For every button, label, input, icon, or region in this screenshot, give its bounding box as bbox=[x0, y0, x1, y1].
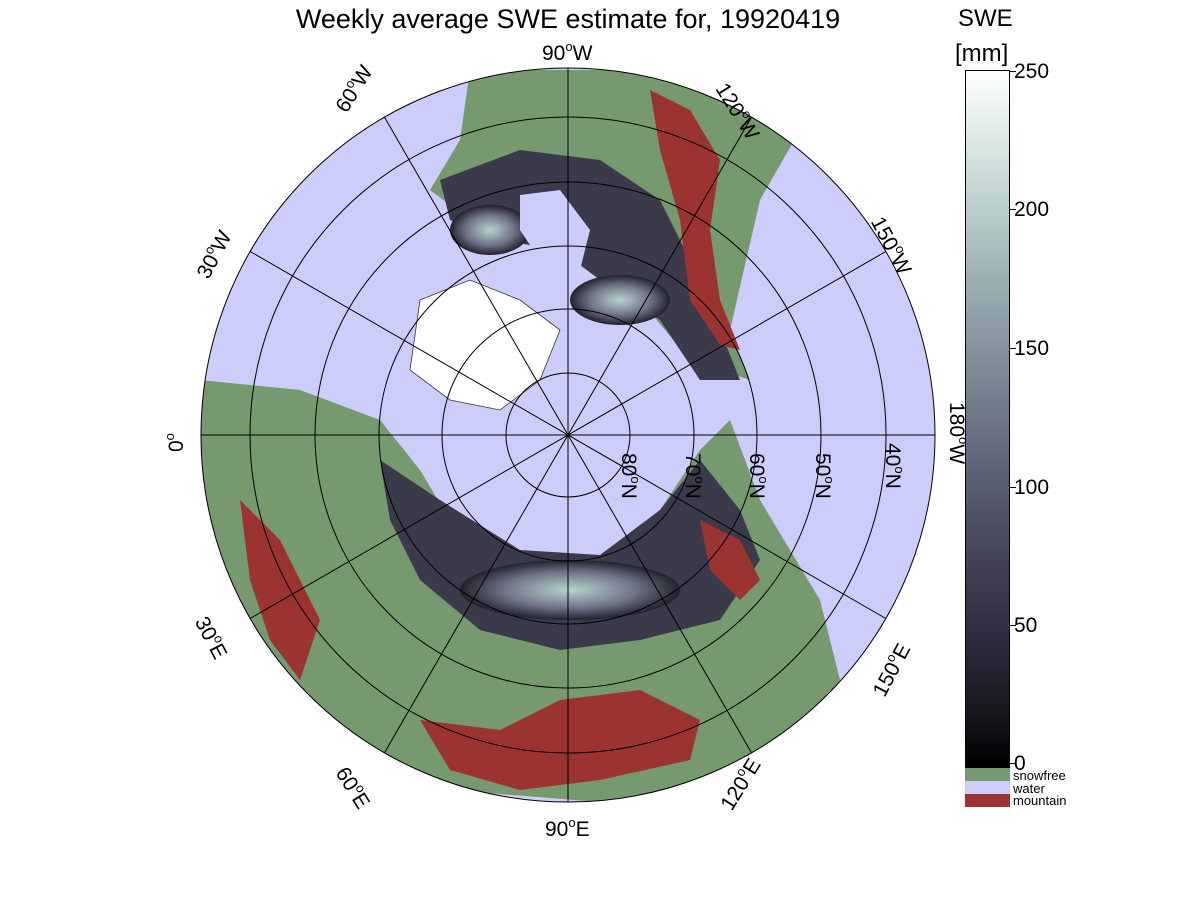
legend-label-water: water bbox=[1013, 781, 1045, 796]
colorbar-tick-label: 100 bbox=[1014, 476, 1050, 499]
lat-label-40n: 40oN bbox=[881, 443, 907, 489]
colorbar-unit: [mm] bbox=[955, 40, 1009, 67]
legend-swatch-mountain bbox=[965, 794, 1010, 807]
snow-peak-canada bbox=[570, 275, 670, 325]
legend-label-snowfree: snowfree bbox=[1013, 768, 1066, 783]
snow-peak-hudson bbox=[450, 205, 530, 255]
colorbar-tick bbox=[1010, 625, 1016, 626]
map-title: Weekly average SWE estimate for, 1992041… bbox=[295, 4, 841, 34]
colorbar-tick bbox=[1010, 763, 1016, 764]
mountain-rockies bbox=[650, 90, 740, 350]
lat-label-60n: 60oN bbox=[745, 453, 771, 499]
lat-label-50n: 50oN bbox=[811, 453, 837, 499]
lon-label-90w: 90oW bbox=[542, 39, 593, 65]
swe-colorbar bbox=[965, 70, 1010, 768]
colorbar-tick bbox=[1010, 487, 1016, 488]
legend-label-mountain: mountain bbox=[1013, 793, 1067, 808]
colorbar-title: SWE bbox=[958, 5, 1013, 32]
hudson-bay bbox=[520, 190, 590, 270]
lat-label-70n: 70oN bbox=[681, 453, 707, 499]
snow-peak-eurasia bbox=[460, 560, 680, 620]
colorbar-tick-label: 0 bbox=[1014, 752, 1026, 775]
colorbar-tick-label: 150 bbox=[1014, 337, 1050, 360]
graticule bbox=[200, 67, 936, 803]
colorbar-tick-label: 50 bbox=[1014, 614, 1038, 637]
lon-label-90e: 90oE bbox=[545, 815, 590, 841]
lon-label-0: 0o bbox=[162, 433, 188, 452]
lat-label-80n: 80oN bbox=[617, 453, 643, 499]
colorbar-tick-label: 250 bbox=[1014, 60, 1050, 83]
mountain-europe bbox=[240, 500, 320, 680]
legend-swatch-water bbox=[965, 781, 1010, 794]
snow-north-america bbox=[440, 150, 740, 380]
mountain-east-siberia bbox=[700, 520, 760, 600]
colorbar-tick bbox=[1010, 348, 1016, 349]
colorbar-tick bbox=[1010, 209, 1016, 210]
mountain-central-asia bbox=[420, 690, 700, 790]
colorbar-tick-label: 200 bbox=[1014, 198, 1050, 221]
legend-swatch-snowfree bbox=[965, 768, 1010, 781]
colorbar-tick bbox=[1010, 71, 1016, 72]
